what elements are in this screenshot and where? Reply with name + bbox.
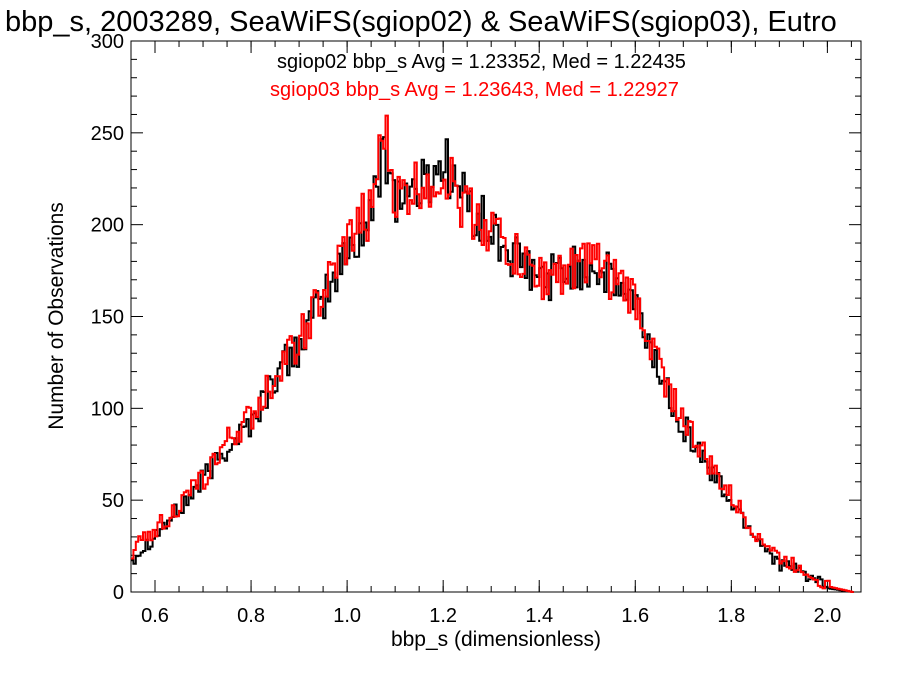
x-axis-label: bbp_s (dimensionless) [391,628,601,651]
y-tick-label: 200 [91,215,124,237]
x-tick-label: 1.4 [525,605,553,627]
x-tick-label: 1.6 [621,605,649,627]
x-tick-label: 0.8 [237,605,265,627]
x-axis: 0.6 0.8 1.0 1.2 1.4 1.6 1.8 2.0 [130,41,852,627]
x-tick-label: 0.6 [141,605,169,627]
y-axis-label: Number of Observations [45,202,68,430]
y-tick-label: 100 [91,398,124,420]
y-tick-label: 150 [91,307,124,329]
y-axis: 0 50 100 150 200 250 300 [91,31,861,604]
x-tick-label: 2.0 [813,605,841,627]
plot-frame [130,40,862,593]
annotation-sgiop02-stats: sgiop02 bbp_s Avg = 1.23352, Med = 1.224… [277,51,686,73]
x-tick-label: 1.2 [429,605,457,627]
series-sgiop03-line [131,114,854,593]
annotation-sgiop03-stats: sgiop03 bbp_s Avg = 1.23643, Med = 1.229… [270,79,679,101]
series-layer [131,114,854,593]
y-tick-label: 0 [113,582,124,604]
y-tick-label: 300 [91,31,124,53]
x-tick-label: 1.0 [333,605,361,627]
x-tick-label: 1.8 [717,605,745,627]
y-tick-label: 250 [91,123,124,145]
chart-title: bbp_s, 2003289, SeaWiFS(sgiop02) & SeaWi… [5,6,837,38]
y-tick-label: 50 [102,490,124,512]
